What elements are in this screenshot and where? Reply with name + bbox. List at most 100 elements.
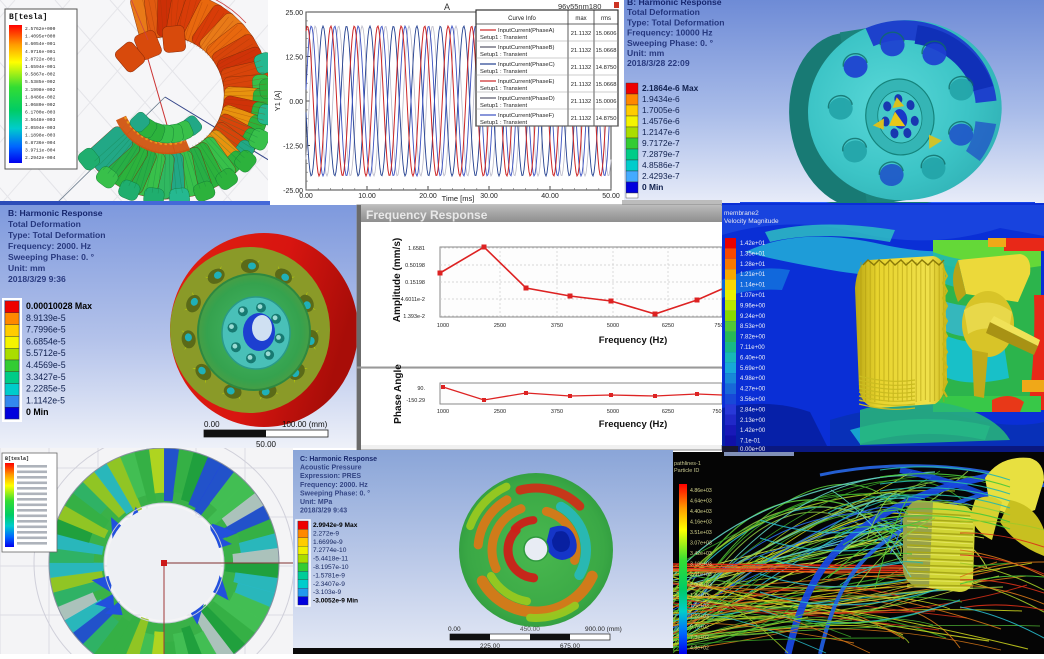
svg-text:675.00: 675.00 bbox=[560, 643, 580, 650]
svg-text:8.53e+00: 8.53e+00 bbox=[740, 324, 766, 330]
svg-text:1.8e+03: 1.8e+03 bbox=[690, 593, 709, 599]
svg-text:2500: 2500 bbox=[494, 323, 506, 329]
svg-text:7.7996e-5: 7.7996e-5 bbox=[26, 325, 66, 335]
svg-text:Total Deformation: Total Deformation bbox=[627, 7, 700, 17]
svg-text:21.1132: 21.1132 bbox=[571, 65, 592, 71]
svg-text:750: 750 bbox=[712, 409, 721, 415]
svg-text:Frequency (Hz): Frequency (Hz) bbox=[599, 419, 668, 430]
svg-text:750: 750 bbox=[714, 323, 723, 329]
svg-text:Frequency: 2000. Hz: Frequency: 2000. Hz bbox=[300, 482, 368, 489]
svg-text:2018/3/29 9:36: 2018/3/29 9:36 bbox=[8, 274, 66, 284]
svg-text:Setup1 : Transient: Setup1 : Transient bbox=[480, 86, 527, 92]
svg-text:1.21e+01: 1.21e+01 bbox=[740, 272, 766, 278]
svg-text:1.28e+01: 1.28e+01 bbox=[740, 262, 766, 268]
svg-text:4.64e+03: 4.64e+03 bbox=[690, 499, 712, 505]
svg-text:Unit: mm: Unit: mm bbox=[8, 263, 46, 273]
svg-text:2018/3/29 9:43: 2018/3/29 9:43 bbox=[300, 508, 347, 515]
svg-text:1.2147e-6: 1.2147e-6 bbox=[642, 127, 680, 137]
svg-text:B[tesla]: B[tesla] bbox=[9, 13, 47, 22]
svg-text:6.8736e-004: 6.8736e-004 bbox=[25, 140, 56, 146]
svg-text:Setup1 : Transient: Setup1 : Transient bbox=[480, 120, 527, 126]
svg-text:0.00: 0.00 bbox=[289, 99, 303, 106]
svg-text:0 Min: 0 Min bbox=[642, 182, 663, 192]
svg-text:C: Harmonic Response: C: Harmonic Response bbox=[300, 456, 377, 463]
svg-text:B[tesla]: B[tesla] bbox=[5, 456, 29, 462]
svg-text:Frequency: 10000 Hz: Frequency: 10000 Hz bbox=[627, 28, 713, 38]
svg-text:450.00: 450.00 bbox=[520, 626, 540, 633]
svg-text:9.7172e-7: 9.7172e-7 bbox=[642, 138, 680, 148]
svg-text:Type: Total Deformation: Type: Total Deformation bbox=[627, 17, 725, 27]
svg-text:1.0680e-002: 1.0680e-002 bbox=[25, 102, 56, 108]
svg-text:50.00: 50.00 bbox=[256, 440, 277, 449]
svg-text:4.9716e-001: 4.9716e-001 bbox=[25, 49, 56, 55]
svg-text:Unit: MPa: Unit: MPa bbox=[300, 499, 332, 506]
svg-text:900.00 (mm): 900.00 (mm) bbox=[585, 626, 622, 633]
svg-text:InputCurrent(PhaseC): InputCurrent(PhaseC) bbox=[498, 62, 555, 68]
svg-text:5.5712e-5: 5.5712e-5 bbox=[26, 348, 66, 358]
svg-text:7.3e+02: 7.3e+02 bbox=[690, 635, 709, 641]
svg-text:3.5648e-003: 3.5648e-003 bbox=[25, 117, 56, 123]
svg-text:-25.00: -25.00 bbox=[283, 188, 303, 195]
svg-text:5000: 5000 bbox=[607, 323, 619, 329]
svg-text:InputCurrent(PhaseD): InputCurrent(PhaseD) bbox=[498, 96, 555, 102]
svg-text:3.3427e-5: 3.3427e-5 bbox=[26, 372, 66, 382]
svg-text:pathlines-1: pathlines-1 bbox=[674, 461, 701, 467]
svg-text:1.4576e-6: 1.4576e-6 bbox=[642, 116, 680, 126]
svg-text:4.86e+03: 4.86e+03 bbox=[690, 488, 712, 494]
svg-text:2.4293e-7: 2.4293e-7 bbox=[642, 171, 680, 181]
svg-text:7.1e-01: 7.1e-01 bbox=[740, 439, 761, 445]
svg-text:B: Harmonic Response: B: Harmonic Response bbox=[8, 208, 103, 218]
svg-text:15.0668: 15.0668 bbox=[596, 82, 617, 88]
svg-text:3750: 3750 bbox=[551, 323, 563, 329]
svg-text:Phase Angle: Phase Angle bbox=[393, 364, 404, 424]
svg-text:2.0594e-003: 2.0594e-003 bbox=[25, 125, 56, 131]
svg-text:9.5867e-002: 9.5867e-002 bbox=[25, 72, 56, 78]
svg-text:-3.103e-9: -3.103e-9 bbox=[313, 589, 342, 596]
svg-text:Unit: mm: Unit: mm bbox=[627, 48, 665, 58]
svg-text:0 Min: 0 Min bbox=[26, 407, 48, 417]
svg-text:1.393e-2: 1.393e-2 bbox=[403, 314, 425, 320]
svg-text:7.2774e-10: 7.2774e-10 bbox=[313, 547, 347, 554]
svg-text:1.35e+01: 1.35e+01 bbox=[740, 251, 766, 257]
svg-text:50.00: 50.00 bbox=[602, 193, 620, 200]
svg-text:3.51e+03: 3.51e+03 bbox=[690, 530, 712, 536]
svg-text:1.1898e-003: 1.1898e-003 bbox=[25, 132, 56, 138]
svg-text:1.42e+00: 1.42e+00 bbox=[740, 428, 766, 434]
svg-text:90.: 90. bbox=[417, 386, 425, 392]
svg-text:2.5762e+000: 2.5762e+000 bbox=[25, 26, 56, 32]
svg-text:1000: 1000 bbox=[437, 323, 449, 329]
svg-text:3.07e+03: 3.07e+03 bbox=[690, 541, 712, 547]
svg-text:21.1132: 21.1132 bbox=[571, 99, 592, 105]
svg-text:InputCurrent(PhaseE): InputCurrent(PhaseE) bbox=[498, 79, 554, 85]
svg-text:10.00: 10.00 bbox=[358, 193, 376, 200]
svg-text:Setup1 : Transient: Setup1 : Transient bbox=[480, 103, 527, 109]
svg-text:5.5385e-002: 5.5385e-002 bbox=[25, 79, 56, 85]
svg-text:3.1998e-002: 3.1998e-002 bbox=[25, 87, 56, 93]
svg-text:2.00e+03: 2.00e+03 bbox=[690, 583, 712, 589]
svg-text:15.0668: 15.0668 bbox=[596, 48, 617, 54]
svg-text:6.6854e-5: 6.6854e-5 bbox=[26, 336, 66, 346]
svg-text:-3.0052e-9 Min: -3.0052e-9 Min bbox=[313, 598, 358, 605]
svg-text:4.40e+03: 4.40e+03 bbox=[690, 509, 712, 515]
svg-text:0.00: 0.00 bbox=[448, 626, 461, 633]
svg-text:21.1132: 21.1132 bbox=[571, 116, 592, 122]
svg-text:1.9434e-6: 1.9434e-6 bbox=[642, 94, 680, 104]
svg-text:1000: 1000 bbox=[437, 409, 449, 415]
svg-text:21.1132: 21.1132 bbox=[571, 82, 592, 88]
svg-text:2.9942e-9 Max: 2.9942e-9 Max bbox=[313, 522, 358, 529]
svg-text:Y1 [A]: Y1 [A] bbox=[273, 91, 282, 111]
svg-text:3.42e+03: 3.42e+03 bbox=[690, 551, 712, 557]
svg-text:4.8e+02: 4.8e+02 bbox=[690, 646, 709, 652]
svg-text:InputCurrent(PhaseF): InputCurrent(PhaseF) bbox=[498, 113, 554, 119]
svg-text:-8.1957e-10: -8.1957e-10 bbox=[313, 564, 349, 571]
svg-text:rms: rms bbox=[601, 16, 611, 22]
svg-text:1.4095e+000: 1.4095e+000 bbox=[25, 34, 56, 40]
svg-text:Sweeping Phase: 0. °: Sweeping Phase: 0. ° bbox=[8, 252, 95, 262]
svg-text:6.40e+00: 6.40e+00 bbox=[740, 355, 766, 361]
svg-text:InputCurrent(PhaseB): InputCurrent(PhaseB) bbox=[498, 45, 554, 51]
svg-text:2.8722e-001: 2.8722e-001 bbox=[25, 56, 56, 62]
svg-text:7.11e+00: 7.11e+00 bbox=[740, 345, 765, 351]
svg-text:0.00: 0.00 bbox=[299, 193, 313, 200]
svg-text:Acoustic Pressure: Acoustic Pressure bbox=[300, 465, 362, 472]
svg-text:40.00: 40.00 bbox=[541, 193, 559, 200]
